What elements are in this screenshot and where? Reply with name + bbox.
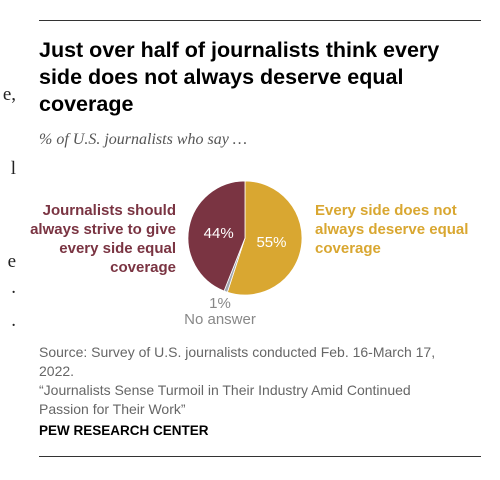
page-edge-text: e, l e . . — [0, 0, 18, 480]
slice-value-label: 44% — [204, 225, 234, 242]
bottom-rule — [39, 456, 481, 457]
page-edge-fragment: . — [11, 277, 16, 298]
org-name: PEW RESEARCH CENTER — [39, 423, 209, 438]
label-not-deserve: Every side does not always deserve equal… — [315, 202, 469, 257]
chart-title: Just over half of journalists think ever… — [39, 38, 440, 116]
label-strive-equal: Journalists should always strive to give… — [30, 202, 176, 276]
no-answer-label: No answer — [184, 311, 256, 328]
top-rule — [39, 20, 481, 21]
slice-value-label: 55% — [256, 234, 286, 251]
pie-slice — [187, 180, 246, 292]
report-title: “Journalists Sense Turmoil in Their Indu… — [39, 382, 411, 417]
page-edge-fragment: e, — [2, 84, 16, 105]
no-answer-value: 1% — [209, 295, 231, 312]
page-edge-fragment: l — [10, 158, 16, 179]
chart-subtitle: % of U.S. journalists who say … — [39, 131, 248, 148]
pie-slice — [226, 180, 303, 296]
page-edge-fragment: . — [11, 310, 16, 331]
source-note: Source: Survey of U.S. journalists condu… — [39, 344, 436, 379]
page-edge-fragment: e — [7, 251, 16, 272]
